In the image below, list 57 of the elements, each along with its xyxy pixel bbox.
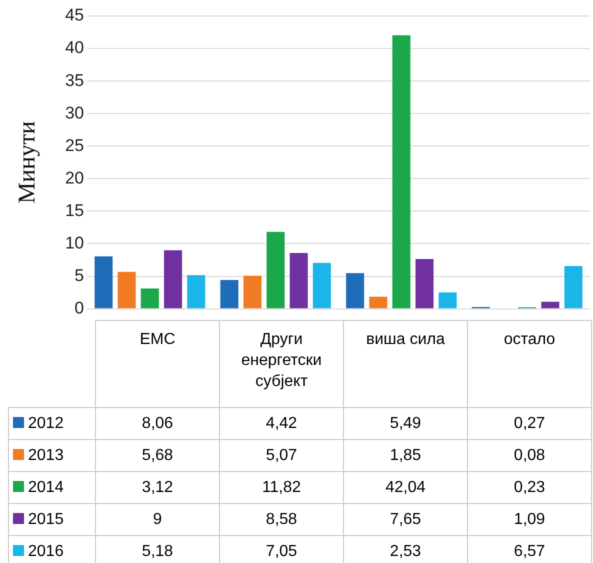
- data-label: 2,53: [344, 536, 468, 563]
- legend-label: 2014: [8, 472, 96, 504]
- data-label: 0,23: [468, 472, 592, 504]
- data-label: 5,49: [344, 408, 468, 440]
- y-axis-title: Минути: [14, 121, 41, 204]
- bar: [369, 296, 388, 308]
- y-tick-label: 15: [65, 200, 84, 220]
- y-tick-label: 35: [65, 70, 84, 90]
- y-tick-label: 30: [65, 103, 84, 122]
- data-label: 42,04: [344, 472, 468, 504]
- data-label: 8,58: [220, 504, 344, 536]
- y-tick-label: 0: [74, 298, 84, 318]
- bar: [438, 292, 457, 308]
- data-label: 0,08: [468, 440, 592, 472]
- legend-label: 2013: [8, 440, 96, 472]
- x-tick-label: остало: [468, 320, 592, 408]
- bar: [164, 250, 182, 308]
- data-label: 11,82: [220, 472, 344, 504]
- bar: [94, 256, 113, 308]
- bar: [312, 262, 331, 308]
- x-tick-label: ЕМС: [96, 320, 220, 408]
- bar: [243, 276, 262, 308]
- bar: [346, 273, 364, 308]
- bar: [290, 252, 308, 308]
- data-label: 1,85: [344, 440, 468, 472]
- bar: [392, 35, 410, 308]
- bar: [541, 302, 560, 308]
- legend-label: 2016: [8, 536, 96, 563]
- data-label: 9: [96, 504, 220, 536]
- y-tick-label: 20: [65, 168, 84, 188]
- y-tick-label: 10: [65, 233, 84, 252]
- data-label: 6,57: [468, 536, 592, 563]
- data-label: 1,09: [468, 504, 592, 536]
- bar: [220, 280, 238, 308]
- x-tick-label: Други енергетски субјект: [220, 320, 344, 408]
- bar: [118, 272, 136, 308]
- data-label: 7,65: [344, 504, 468, 536]
- data-label: 5,68: [96, 440, 220, 472]
- bar: [415, 259, 434, 308]
- data-label: 8,06: [96, 408, 220, 440]
- y-tick-label: 25: [65, 136, 84, 155]
- data-label: 0,27: [468, 408, 592, 440]
- bar: [187, 275, 206, 308]
- legend-label: 2015: [8, 504, 96, 536]
- bar: [140, 288, 159, 308]
- data-label: 5,07: [220, 440, 344, 472]
- bar: [564, 266, 582, 308]
- data-label: 5,18: [96, 536, 220, 563]
- data-label: 4,42: [220, 408, 344, 440]
- x-tick-label: виша сила: [344, 320, 468, 408]
- legend-label: 2012: [8, 408, 96, 440]
- y-tick-label: 40: [65, 38, 84, 58]
- bar: [266, 232, 285, 308]
- y-tick-label: 5: [74, 266, 84, 285]
- data-label: 7,05: [220, 536, 344, 563]
- data-label: 3,12: [96, 472, 220, 504]
- y-tick-label: 45: [65, 6, 84, 25]
